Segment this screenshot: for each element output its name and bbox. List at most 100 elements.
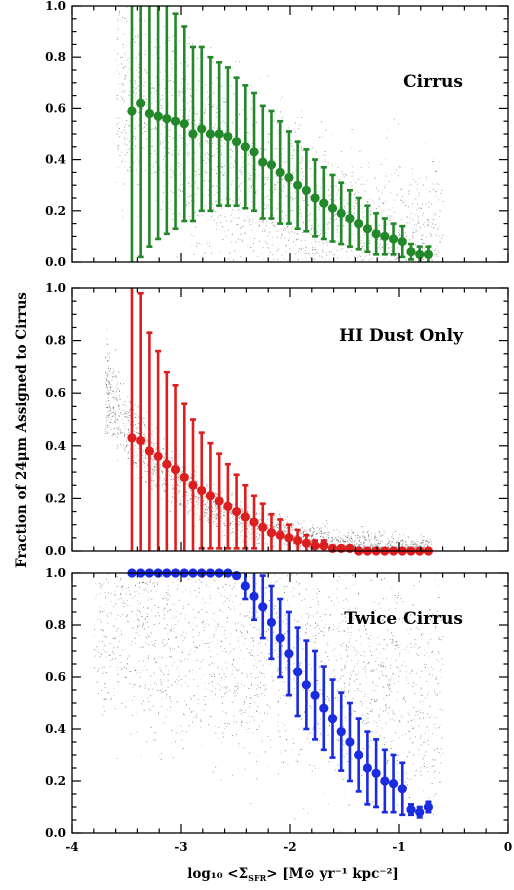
y-tick-label: 0.4 bbox=[45, 439, 66, 453]
data-point bbox=[136, 435, 146, 446]
data-point bbox=[319, 198, 329, 208]
data-point bbox=[423, 802, 434, 812]
panel-3: 0.0 0.2 0.4 0.6 0.8 1.0 -4 -3 -2 -1 0 Twice Cirrus bbox=[45, 566, 512, 854]
y-tick-label: 0.8 bbox=[45, 334, 66, 348]
data-point bbox=[284, 649, 294, 659]
x-axis-label-main: log₁₀ <Σ bbox=[187, 866, 248, 882]
data-point bbox=[301, 538, 311, 548]
y-tick-label: 0.0 bbox=[45, 255, 66, 269]
data-point bbox=[415, 807, 425, 817]
data-point bbox=[310, 193, 320, 203]
error-bar bbox=[146, 6, 153, 248]
data-point bbox=[319, 541, 329, 551]
background-points bbox=[93, 573, 444, 833]
error-bar bbox=[155, 6, 162, 241]
ticks bbox=[71, 572, 509, 834]
y-tick-label: 0.6 bbox=[45, 386, 66, 400]
y-tick-label: 0.2 bbox=[45, 774, 66, 788]
data-point bbox=[380, 231, 390, 241]
data-point bbox=[310, 541, 320, 551]
y-tick-label: 0.0 bbox=[45, 826, 66, 840]
panel-label: Cirrus bbox=[403, 72, 463, 92]
data-point bbox=[397, 236, 407, 247]
y-tick-label: 1.0 bbox=[45, 0, 66, 13]
data-point bbox=[214, 129, 224, 139]
ticks bbox=[71, 5, 509, 263]
y-tick-label: 0.2 bbox=[45, 204, 66, 218]
error-bar bbox=[137, 6, 144, 259]
data-point bbox=[293, 180, 303, 190]
data-point bbox=[354, 750, 364, 760]
data-point bbox=[397, 784, 407, 794]
x-tick-label: -1 bbox=[392, 840, 405, 854]
data-point bbox=[179, 119, 189, 129]
data-point bbox=[345, 213, 355, 224]
data-point bbox=[354, 219, 364, 229]
data-point bbox=[406, 247, 416, 257]
x-tick-label: -2 bbox=[283, 840, 296, 854]
x-axis-label-tail: > [M⊙ yr⁻¹ kpc⁻²] bbox=[266, 866, 399, 882]
data-point bbox=[301, 185, 311, 195]
data-point bbox=[275, 530, 285, 540]
data-point bbox=[284, 533, 294, 543]
data-point bbox=[127, 433, 137, 443]
data-point bbox=[153, 451, 163, 461]
data-point bbox=[240, 512, 250, 522]
data-point bbox=[362, 763, 372, 773]
data-point bbox=[136, 98, 146, 108]
data-point bbox=[388, 779, 399, 789]
data-point bbox=[197, 124, 207, 134]
x-tick-label: -3 bbox=[174, 840, 187, 854]
error-bar bbox=[146, 331, 153, 551]
data-point bbox=[231, 137, 242, 147]
y-tick-label: 0.4 bbox=[45, 153, 66, 167]
data-point bbox=[258, 522, 268, 532]
data-point bbox=[258, 157, 268, 167]
data-point bbox=[266, 617, 277, 628]
panel-1: 0.0 0.2 0.4 0.6 0.8 1.0 Cirrus bbox=[45, 0, 509, 269]
y-tick-label: 0.6 bbox=[45, 101, 66, 115]
data-point bbox=[423, 249, 434, 259]
ticks bbox=[71, 287, 509, 552]
x-axis-label-subscript: SFR bbox=[248, 873, 266, 883]
data-point bbox=[144, 446, 154, 456]
data-point bbox=[127, 106, 137, 116]
data-point bbox=[266, 527, 277, 538]
data-point bbox=[249, 147, 259, 157]
y-tick-label: 0.2 bbox=[45, 491, 66, 505]
data-point bbox=[327, 714, 338, 724]
data-point bbox=[249, 517, 259, 527]
data-point bbox=[310, 690, 320, 700]
data-point bbox=[205, 491, 216, 501]
data-point bbox=[380, 776, 390, 786]
data-point bbox=[231, 506, 242, 517]
data-point bbox=[293, 667, 303, 677]
data-point bbox=[179, 472, 189, 482]
data-point bbox=[214, 496, 224, 506]
data-point bbox=[319, 703, 329, 713]
data-point bbox=[170, 116, 181, 126]
data-point bbox=[153, 111, 163, 121]
data-point bbox=[388, 234, 399, 244]
y-tick-label: 0.8 bbox=[45, 50, 66, 64]
data-point bbox=[415, 249, 425, 259]
data-point bbox=[144, 108, 154, 119]
y-tick-label: 0.6 bbox=[45, 670, 66, 684]
data-point bbox=[249, 591, 259, 602]
data-point bbox=[170, 464, 181, 475]
panel-2: 0.0 0.2 0.4 0.6 0.8 1.0 HI Dust Only bbox=[45, 281, 509, 558]
data-point bbox=[258, 602, 268, 612]
x-tick-label: -4 bbox=[65, 840, 78, 854]
data-point bbox=[275, 167, 285, 177]
y-tick-label: 0.8 bbox=[45, 618, 66, 632]
data-point bbox=[327, 203, 338, 213]
data-point bbox=[240, 142, 250, 152]
data-point bbox=[371, 768, 381, 778]
data-point bbox=[284, 172, 294, 183]
background-points bbox=[104, 329, 433, 551]
data-point bbox=[223, 501, 233, 511]
panel-label: Twice Cirrus bbox=[344, 609, 463, 629]
data-point bbox=[336, 727, 346, 737]
data-point bbox=[301, 680, 311, 690]
x-tick-label: 0 bbox=[504, 840, 512, 854]
